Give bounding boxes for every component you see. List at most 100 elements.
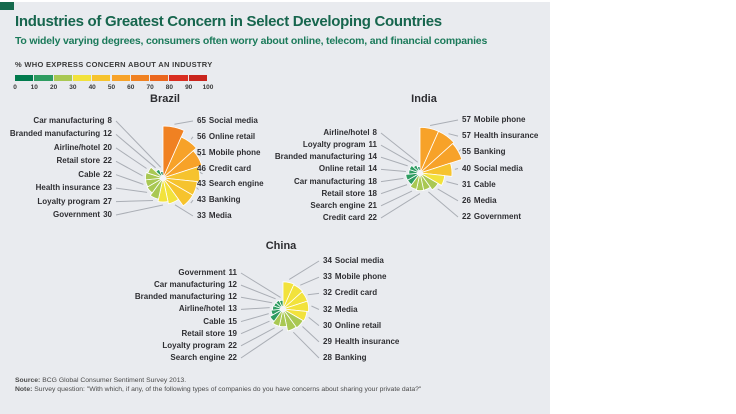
chart-label-china-banking: 28 Banking <box>323 353 366 363</box>
chart-label-india-health-insurance: 57 Health insurance <box>462 131 538 141</box>
chart-label-china-loyalty-program: Loyalty program 22 <box>0 341 237 351</box>
chart-label-brazil-cable: Cable 22 <box>0 170 112 180</box>
rose-wedge-banking <box>282 308 297 332</box>
page-subtitle: To widely varying degrees, consumers oft… <box>15 35 488 47</box>
industry-name: Credit card <box>208 163 252 173</box>
industry-value: 26 <box>462 195 471 205</box>
footnote: Source: BCG Global Consumer Sentiment Su… <box>15 376 535 394</box>
industry-value: 65 <box>197 116 206 125</box>
industry-value: 22 <box>462 212 471 221</box>
industry-value: 15 <box>228 316 237 326</box>
rose-wedge-retail-store <box>145 172 164 181</box>
legend-tick: 20 <box>49 84 58 91</box>
country-title-brazil: Brazil <box>150 93 180 105</box>
rose-wedge-social-media <box>162 125 185 179</box>
chart-label-india-branded-manufacturing: Branded manufacturing 14 <box>0 152 377 162</box>
industry-value: 29 <box>323 336 332 346</box>
industry-name: Search engine <box>208 179 264 189</box>
chart-label-china-online-retail: 30 Online retail <box>323 321 381 331</box>
chart-label-brazil-branded-manufacturing: Branded manufacturing 12 <box>0 129 112 139</box>
chart-label-china-branded-manufacturing: Branded manufacturing 12 <box>0 292 237 302</box>
legend-tick: 30 <box>69 84 77 91</box>
rose-wedge-media <box>282 300 310 313</box>
chart-label-india-mobile-phone: 57 Mobile phone <box>462 115 525 125</box>
chart-label-india-banking: 55 Banking <box>462 147 505 157</box>
note-line: Note: Survey question: "With which, if a… <box>15 385 535 394</box>
leader-line <box>380 132 419 163</box>
leader-line <box>240 296 273 304</box>
industry-value: 34 <box>323 256 332 265</box>
industry-value: 18 <box>368 176 377 186</box>
industry-value: 8 <box>372 128 377 137</box>
industry-name: Branded manufacturing <box>9 129 101 139</box>
industry-value: 33 <box>197 211 206 220</box>
industry-name: Loyalty program <box>37 196 101 206</box>
industry-name: Banking <box>208 195 241 205</box>
chart-label-china-social-media: 34 Social media <box>323 256 384 266</box>
rose-wedge-health-insurance <box>419 130 455 174</box>
chart-label-brazil-credit-card: 46 Credit card <box>197 164 251 174</box>
country-title-india: India <box>411 93 437 105</box>
leader-line <box>115 204 164 216</box>
color-scale-title: % WHO EXPRESS CONCERN ABOUT AN INDUSTRY <box>15 60 213 69</box>
industry-name: Health insurance <box>473 131 539 141</box>
industry-name: Retail store <box>56 156 101 166</box>
industry-value: 11 <box>368 140 377 150</box>
industry-value: 55 <box>462 147 471 157</box>
industry-value: 40 <box>462 163 471 173</box>
leader-line <box>300 276 320 286</box>
legend-tick: 90 <box>185 84 193 91</box>
industry-value: 30 <box>103 210 112 219</box>
industry-name: Mobile phone <box>473 115 526 124</box>
leader-line <box>240 284 276 300</box>
industry-name: Social media <box>473 163 523 173</box>
leader-line <box>308 316 320 327</box>
leader-line <box>380 177 404 183</box>
source-label: Source: <box>15 377 41 384</box>
industry-value: 57 <box>462 131 471 141</box>
industry-name: Online retail <box>318 164 366 174</box>
industry-value: 11 <box>228 268 237 277</box>
industry-value: 43 <box>197 195 206 205</box>
industry-name: Banking <box>473 147 506 157</box>
leader-line <box>380 156 408 167</box>
chart-label-china-airline-hotel: Airline/hotel 13 <box>0 304 237 314</box>
industry-name: Credit card <box>322 213 366 222</box>
chart-label-brazil-social-media: 65 Social media <box>197 116 258 126</box>
industry-name: Credit card <box>334 288 378 298</box>
legend-segment-10 <box>34 75 53 81</box>
industry-name: Media <box>208 211 232 220</box>
industry-value: 12 <box>103 129 112 139</box>
chart-label-brazil-health-insurance: Health insurance 23 <box>0 183 112 193</box>
rose-wedge-mobile-phone <box>162 150 203 179</box>
chart-label-china-credit-card: 32 Credit card <box>323 288 377 298</box>
legend-segment-30 <box>72 75 92 81</box>
leader-line <box>240 320 270 335</box>
chart-label-china-media: 32 Media <box>323 305 358 315</box>
leader-line <box>190 199 194 204</box>
industry-value: 18 <box>368 188 377 198</box>
industry-name: Car manufacturing <box>33 116 105 125</box>
leader-line <box>289 260 320 280</box>
rose-hub <box>279 305 287 313</box>
rose-wedge-online-retail <box>162 136 197 179</box>
leader-line <box>174 204 194 217</box>
leader-line <box>380 190 413 207</box>
legend-tick: 50 <box>107 84 116 91</box>
industry-name: Retail store <box>181 328 226 338</box>
rose-wedge-banking <box>162 177 194 207</box>
chart-label-brazil-media: 33 Media <box>197 211 232 221</box>
chart-label-brazil-mobile-phone: 51 Mobile phone <box>197 148 260 158</box>
source-line: Source: BCG Global Consumer Sentiment Su… <box>15 376 535 385</box>
chart-label-china-government: Government 11 <box>0 268 237 278</box>
legend-segment-60 <box>130 75 150 81</box>
leader-line <box>454 168 459 170</box>
industry-value: 14 <box>368 152 377 162</box>
leader-line <box>292 331 320 359</box>
industry-value: 28 <box>323 353 332 362</box>
chart-label-brazil-retail-store: Retail store 22 <box>0 156 112 166</box>
legend-tick: 60 <box>127 84 135 91</box>
industry-value: 19 <box>228 328 237 338</box>
rose-wedge-media <box>419 172 439 191</box>
legend-tick: 80 <box>165 84 174 91</box>
